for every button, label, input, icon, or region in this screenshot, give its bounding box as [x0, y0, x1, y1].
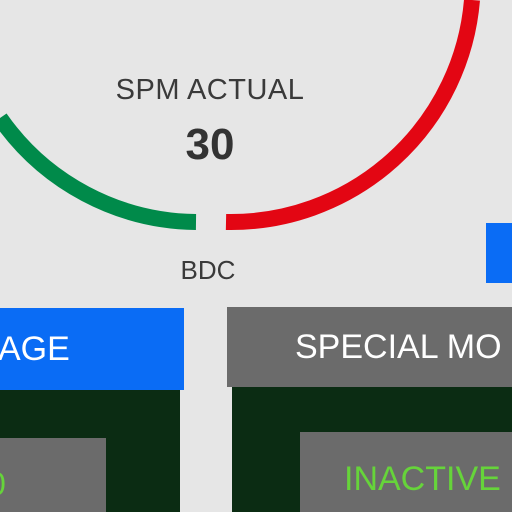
left-status-box[interactable]: 0	[0, 438, 106, 512]
page-button[interactable]: AGE	[0, 308, 184, 390]
special-mode-status-box[interactable]: INACTIVE	[300, 432, 512, 512]
bdc-label: BDC	[180, 255, 236, 285]
spm-actual-value: 30	[185, 120, 235, 169]
gauge-arc-red	[225, 0, 480, 231]
gauge-arc-green	[0, 113, 197, 230]
special-mode-title: SPECIAL MO	[295, 327, 502, 366]
partial-blue-button[interactable]	[486, 223, 512, 283]
special-mode-header: SPECIAL MO	[227, 307, 512, 387]
special-mode-status: INACTIVE	[344, 460, 501, 498]
left-status-value: 0	[0, 466, 6, 503]
page-button-label: AGE	[0, 329, 70, 368]
spm-actual-label: SPM ACTUAL	[115, 74, 305, 106]
